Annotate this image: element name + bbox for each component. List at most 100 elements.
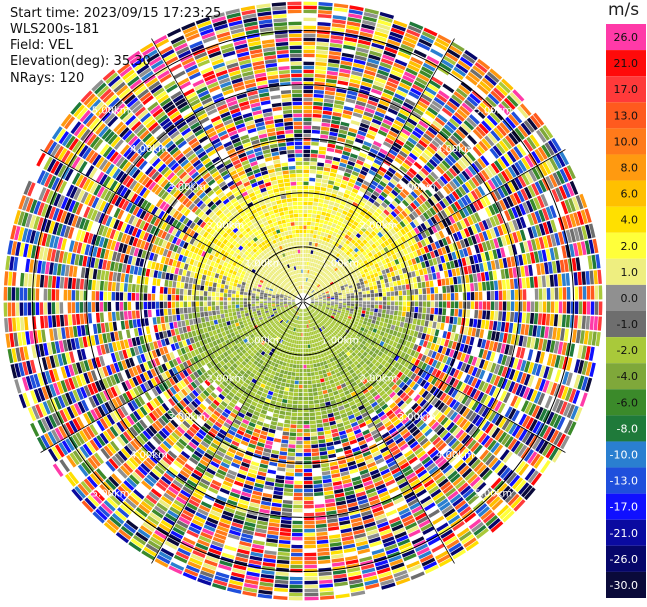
range-gate [335, 313, 340, 317]
range-gate [497, 464, 508, 477]
range-gate [276, 368, 281, 373]
range-gate [319, 336, 323, 341]
range-gate [237, 283, 242, 288]
range-gate [543, 366, 550, 379]
range-gate [312, 307, 316, 310]
range-gate [457, 482, 469, 493]
range-gate [353, 384, 360, 391]
range-gate [295, 344, 299, 349]
range-gate [175, 288, 180, 295]
range-gate [432, 336, 438, 344]
range-gate [265, 477, 275, 483]
range-gate [423, 459, 434, 469]
range-gate [292, 400, 298, 405]
range-gate [279, 302, 284, 304]
range-gate [285, 468, 295, 473]
range-gate [396, 350, 403, 357]
range-gate [452, 521, 465, 532]
range-gate [336, 422, 344, 428]
range-gate [300, 312, 302, 317]
range-gate [504, 355, 512, 367]
range-gate [299, 368, 303, 373]
range-gate [221, 279, 226, 285]
range-gate [342, 303, 347, 306]
range-gate [486, 310, 491, 320]
range-gate [368, 536, 381, 544]
range-gate [100, 270, 106, 281]
range-gate [20, 317, 25, 331]
range-gate [424, 334, 430, 341]
range-gate [393, 569, 408, 578]
range-gate [313, 339, 317, 343]
range-gate [51, 276, 57, 289]
range-gate [436, 498, 449, 508]
range-gate [307, 311, 310, 316]
range-gate [381, 326, 387, 332]
range-gate [332, 480, 342, 486]
range-gate [465, 453, 475, 464]
range-gate [365, 458, 375, 465]
range-gate [434, 307, 439, 315]
range-gate [208, 331, 214, 337]
range-gate [578, 301, 583, 315]
range-gate [318, 323, 322, 328]
range-gate [352, 407, 360, 414]
range-gate [520, 372, 527, 385]
range-gate [300, 360, 303, 365]
range-gate [568, 388, 577, 403]
range-gate [553, 414, 562, 429]
range-gate [30, 422, 40, 437]
range-gate [228, 269, 234, 274]
range-gate [349, 417, 357, 424]
range-gate [396, 371, 403, 379]
range-gate [471, 427, 481, 439]
range-gate [303, 404, 309, 409]
range-gate [396, 389, 404, 397]
range-gate [76, 325, 82, 337]
range-gate [320, 326, 324, 331]
range-gate [317, 314, 321, 318]
range-gate [428, 508, 440, 519]
range-gate [463, 374, 471, 384]
range-gate [360, 563, 375, 571]
range-gate [231, 301, 236, 305]
range-gate [462, 420, 471, 431]
range-gate [339, 379, 345, 385]
range-gate [354, 349, 360, 355]
range-gate [315, 511, 326, 517]
range-gate [283, 423, 291, 428]
range-gate [207, 291, 212, 297]
range-gate [289, 384, 295, 388]
range-gate [309, 305, 313, 308]
range-gate [340, 350, 346, 356]
range-gate [12, 317, 17, 332]
range-gate [172, 315, 177, 322]
range-gate [289, 363, 293, 368]
range-gate [426, 462, 437, 472]
range-gate [560, 435, 570, 450]
range-gate [458, 301, 463, 309]
range-gate [308, 306, 312, 310]
range-gate [354, 411, 361, 418]
range-gate [265, 415, 272, 421]
range-gate [99, 312, 105, 323]
range-gate [227, 293, 232, 298]
range-gate [386, 301, 391, 306]
range-gate [400, 428, 409, 436]
range-gate [362, 388, 369, 395]
range-gate [307, 320, 310, 324]
range-gate [298, 324, 301, 329]
range-gate [271, 297, 276, 300]
range-gate [245, 282, 250, 287]
range-gate [215, 305, 220, 311]
range-gate [363, 480, 374, 487]
range-gate [479, 449, 490, 461]
range-gate [438, 354, 445, 362]
range-gate [476, 464, 487, 476]
range-gate [69, 326, 74, 338]
range-gate [281, 511, 292, 517]
range-gate [277, 555, 290, 561]
range-gate [473, 389, 481, 400]
range-gate [272, 494, 283, 500]
range-gate [297, 416, 303, 421]
